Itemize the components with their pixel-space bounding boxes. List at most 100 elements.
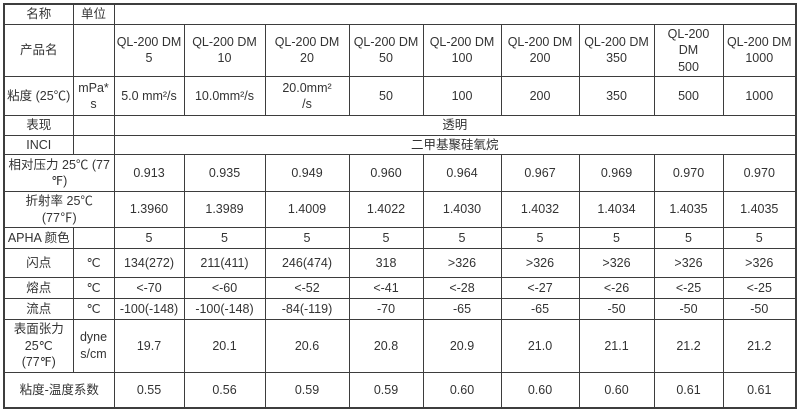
row-label: APHA 颜色 bbox=[3, 227, 74, 249]
value-cell: >326 bbox=[653, 248, 724, 278]
row-pour-point: 流点 ℃ -100(-148) -100(-148) -84(-119) -70… bbox=[3, 298, 797, 320]
value-cell: 0.59 bbox=[264, 371, 350, 409]
row-apha-color: APHA 颜色 5 5 5 5 5 5 5 5 5 bbox=[3, 227, 797, 249]
value-cell: 5 bbox=[113, 227, 185, 249]
row-product-name: 产品名 QL-200 DM 5 QL-200 DM 10 QL-200 DM 2… bbox=[3, 23, 797, 77]
value-cell: -65 bbox=[422, 298, 502, 320]
value-cell: -50 bbox=[722, 298, 797, 320]
value-cell: 500 bbox=[653, 76, 724, 116]
value-cell: -65 bbox=[500, 298, 580, 320]
unit-cell bbox=[72, 134, 115, 155]
unit-cell bbox=[72, 227, 115, 249]
value-cell: 5 bbox=[183, 227, 266, 249]
value-cell: 1.4030 bbox=[422, 191, 502, 228]
row-flash-point: 闪点 ℃ 134(272) 211(411) 246(474) 318 >326… bbox=[3, 248, 797, 278]
row-label: 产品名 bbox=[3, 23, 74, 77]
value-cell: QL-200 DM 20 bbox=[264, 23, 350, 77]
row-refractive-index: 折射率 25℃ (77℉) 1.3960 1.3989 1.4009 1.402… bbox=[3, 191, 797, 228]
value-cell: 0.960 bbox=[348, 154, 424, 192]
value-cell: 21.2 bbox=[722, 319, 797, 373]
value-cell: 0.61 bbox=[653, 371, 724, 409]
merged-value-cell: 二甲基聚硅氧烷 bbox=[113, 134, 797, 155]
value-cell: 0.59 bbox=[348, 371, 424, 409]
value-cell: 1.4035 bbox=[653, 191, 724, 228]
value-cell: 1.4032 bbox=[500, 191, 580, 228]
header-name-cell: 名称 bbox=[3, 3, 74, 25]
value-cell: 5 bbox=[500, 227, 580, 249]
value-cell: 0.913 bbox=[113, 154, 185, 192]
row-label: 粘度-温度系数 bbox=[3, 371, 115, 409]
value-cell: QL-200 DM 50 bbox=[348, 23, 424, 77]
value-cell: 0.60 bbox=[500, 371, 580, 409]
value-cell: 318 bbox=[348, 248, 424, 278]
row-label: 粘度 (25℃) bbox=[3, 76, 74, 116]
value-cell: 350 bbox=[578, 76, 655, 116]
merged-value-cell: 透明 bbox=[113, 115, 797, 136]
value-cell: 20.6 bbox=[264, 319, 350, 373]
value-cell: 1.4009 bbox=[264, 191, 350, 228]
value-cell: 21.2 bbox=[653, 319, 724, 373]
value-cell: <-60 bbox=[183, 277, 266, 299]
value-cell: 0.55 bbox=[113, 371, 185, 409]
value-cell: 0.56 bbox=[183, 371, 266, 409]
value-cell: 0.935 bbox=[183, 154, 266, 192]
value-cell: >326 bbox=[500, 248, 580, 278]
value-cell: 5 bbox=[264, 227, 350, 249]
unit-cell: ℃ bbox=[72, 277, 115, 299]
row-label: 流点 bbox=[3, 298, 74, 320]
value-cell: -100(-148) bbox=[183, 298, 266, 320]
value-cell: -70 bbox=[348, 298, 424, 320]
value-cell: >326 bbox=[722, 248, 797, 278]
value-cell: 0.970 bbox=[653, 154, 724, 192]
header-empty-cell bbox=[113, 3, 797, 25]
value-cell: 5 bbox=[578, 227, 655, 249]
value-cell: 0.60 bbox=[578, 371, 655, 409]
value-cell: 134(272) bbox=[113, 248, 185, 278]
value-cell: 0.60 bbox=[422, 371, 502, 409]
value-cell: <-52 bbox=[264, 277, 350, 299]
value-cell: QL-200 DM 200 bbox=[500, 23, 580, 77]
value-cell: >326 bbox=[578, 248, 655, 278]
value-cell: -100(-148) bbox=[113, 298, 185, 320]
value-cell: 19.7 bbox=[113, 319, 185, 373]
row-surface-tension: 表面张力 25℃ (77℉) dyne s/cm 19.7 20.1 20.6 … bbox=[3, 319, 797, 373]
value-cell: 1.4035 bbox=[722, 191, 797, 228]
value-cell: -50 bbox=[653, 298, 724, 320]
row-label: 折射率 25℃ (77℉) bbox=[3, 191, 115, 228]
value-cell: QL-200 DM 100 bbox=[422, 23, 502, 77]
row-label: 表面张力 25℃ (77℉) bbox=[3, 319, 74, 373]
value-cell: 5 bbox=[722, 227, 797, 249]
value-cell: 100 bbox=[422, 76, 502, 116]
row-relative-density: 相对压力 25℃ (77 ℉) 0.913 0.935 0.949 0.960 … bbox=[3, 154, 797, 192]
header-row: 名称 单位 bbox=[3, 3, 797, 25]
value-cell: QL-200 DM 1000 bbox=[722, 23, 797, 77]
value-cell: <-28 bbox=[422, 277, 502, 299]
value-cell: 5 bbox=[422, 227, 502, 249]
row-label: 相对压力 25℃ (77 ℉) bbox=[3, 154, 115, 192]
value-cell: 0.967 bbox=[500, 154, 580, 192]
row-viscosity: 粘度 (25℃) mPa* s 5.0 mm²/s 10.0mm²/s 20.0… bbox=[3, 76, 797, 116]
value-cell: >326 bbox=[422, 248, 502, 278]
unit-cell bbox=[72, 23, 115, 77]
unit-cell: ℃ bbox=[72, 248, 115, 278]
row-viscosity-temperature-coefficient: 粘度-温度系数 0.55 0.56 0.59 0.59 0.60 0.60 0.… bbox=[3, 371, 797, 409]
header-unit-cell: 单位 bbox=[72, 3, 115, 25]
row-inci: INCI 二甲基聚硅氧烷 bbox=[3, 134, 797, 155]
value-cell: 5 bbox=[653, 227, 724, 249]
unit-cell: ℃ bbox=[72, 298, 115, 320]
value-cell: 1.3989 bbox=[183, 191, 266, 228]
value-cell: 0.61 bbox=[722, 371, 797, 409]
value-cell: 20.9 bbox=[422, 319, 502, 373]
value-cell: 0.970 bbox=[722, 154, 797, 192]
value-cell: -84(-119) bbox=[264, 298, 350, 320]
product-spec-table: 名称 单位 产品名 QL-200 DM 5 QL-200 DM 10 QL-20… bbox=[3, 3, 798, 409]
value-cell: 0.949 bbox=[264, 154, 350, 192]
value-cell: 0.964 bbox=[422, 154, 502, 192]
row-appearance: 表现 透明 bbox=[3, 115, 797, 136]
row-label: 闪点 bbox=[3, 248, 74, 278]
value-cell: QL-200 DM 5 bbox=[113, 23, 185, 77]
unit-cell: mPa* s bbox=[72, 76, 115, 116]
value-cell: 0.969 bbox=[578, 154, 655, 192]
value-cell: 211(411) bbox=[183, 248, 266, 278]
